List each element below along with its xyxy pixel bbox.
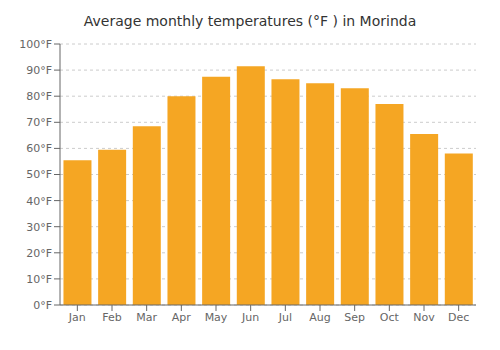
svg-text:Mar: Mar bbox=[136, 311, 157, 324]
svg-text:Sep: Sep bbox=[344, 311, 365, 324]
svg-text:0°F: 0°F bbox=[33, 299, 52, 312]
svg-text:50°F: 50°F bbox=[26, 168, 52, 181]
svg-text:Oct: Oct bbox=[380, 311, 400, 324]
svg-text:70°F: 70°F bbox=[26, 116, 52, 129]
svg-text:Jul: Jul bbox=[278, 311, 292, 324]
svg-text:Jan: Jan bbox=[68, 311, 86, 324]
svg-text:100°F: 100°F bbox=[19, 38, 52, 51]
svg-text:20°F: 20°F bbox=[26, 247, 52, 260]
html-text:Average monthly temperatures (: Average monthly temperatures (°F ) in Mo… bbox=[83, 13, 417, 29]
svg-text:60°F: 60°F bbox=[26, 142, 52, 155]
svg-text:30°F: 30°F bbox=[26, 221, 52, 234]
svg-text:May: May bbox=[205, 311, 228, 324]
svg-text:Apr: Apr bbox=[172, 311, 192, 324]
svg-text:Nov: Nov bbox=[413, 311, 435, 324]
svg-text:Jun: Jun bbox=[241, 311, 259, 324]
svg-text:80°F: 80°F bbox=[26, 90, 52, 103]
svg-text:Dec: Dec bbox=[448, 311, 469, 324]
svg-text:40°F: 40°F bbox=[26, 195, 52, 208]
svg-text:Aug: Aug bbox=[309, 311, 330, 324]
svg-text:90°F: 90°F bbox=[26, 64, 52, 77]
svg-text:Feb: Feb bbox=[102, 311, 121, 324]
svg-text:10°F: 10°F bbox=[26, 273, 52, 286]
